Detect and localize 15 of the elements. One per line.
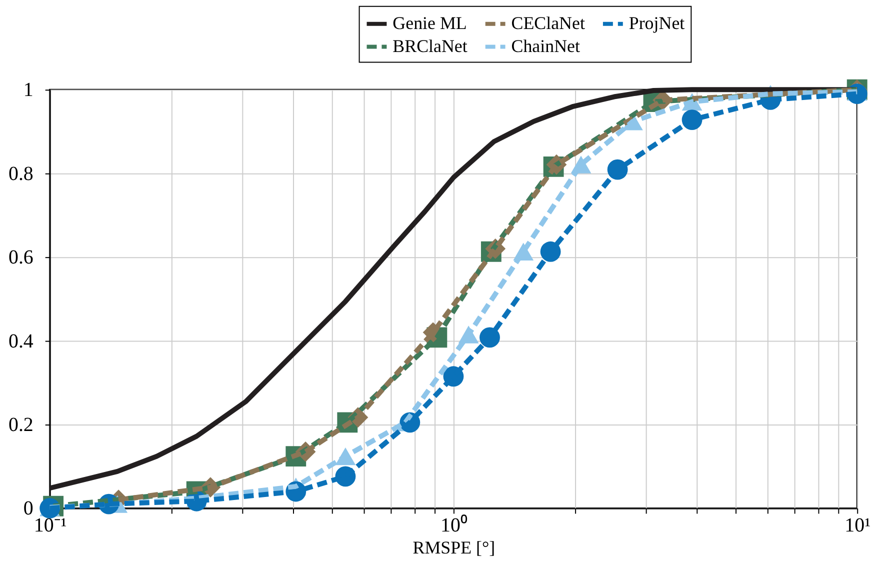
legend-label: CEClaNet — [511, 12, 585, 33]
legend-label: ChainNet — [511, 36, 580, 56]
y-tick-label: 0.8 — [8, 162, 34, 185]
y-tick-label: 0.2 — [8, 414, 34, 436]
x-tick-label: 10⁰ — [440, 514, 468, 537]
y-tick-label: 0.4 — [8, 330, 34, 352]
x-axis-title: RMSPE [°] — [412, 538, 496, 558]
y-tick-label: 0.6 — [8, 246, 34, 269]
y-tick-label: 0 — [23, 498, 34, 520]
legend-label: BRClaNet — [392, 36, 468, 56]
legend-label: Genie ML — [392, 12, 467, 33]
x-tick-label: 10⁻¹ — [34, 514, 67, 537]
y-tick-label: 1 — [23, 79, 34, 102]
x-tick-label: 10¹ — [844, 514, 871, 537]
legend-label: ProjNet — [628, 12, 685, 33]
